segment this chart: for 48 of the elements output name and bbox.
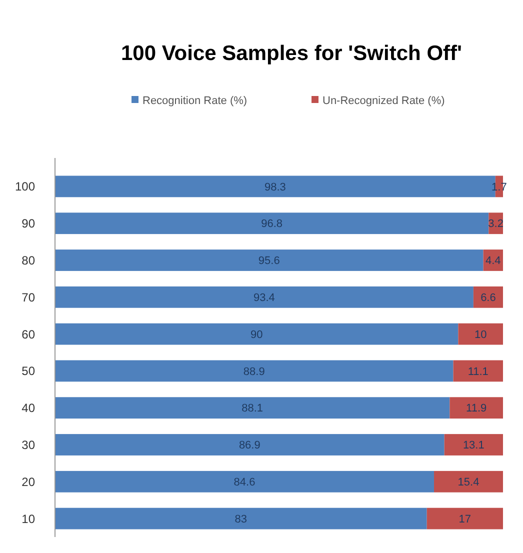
bar bbox=[55, 434, 444, 456]
bar bbox=[458, 323, 503, 345]
data-label: 3.2 bbox=[488, 218, 504, 230]
data-label: 15.4 bbox=[458, 476, 480, 488]
y-tick-label: 10 bbox=[22, 512, 36, 526]
data-label: 88.1 bbox=[242, 402, 264, 415]
data-label: 11.9 bbox=[466, 402, 487, 415]
bar bbox=[55, 323, 458, 345]
data-label: 83 bbox=[234, 513, 248, 526]
data-label: 10 bbox=[474, 328, 487, 341]
data-label: 96.8 bbox=[261, 218, 283, 230]
y-tick-label: 80 bbox=[22, 253, 36, 268]
bar bbox=[444, 434, 503, 456]
legend-label: Un-Recognized Rate (%) bbox=[322, 95, 445, 107]
bar bbox=[55, 470, 434, 492]
data-label: 86.9 bbox=[238, 440, 260, 452]
legend-label: Recognition Rate (%) bbox=[142, 95, 248, 107]
data-label: 90 bbox=[250, 328, 263, 341]
bar bbox=[55, 508, 427, 530]
y-tick-label: 40 bbox=[22, 401, 36, 416]
y-tick-label: 50 bbox=[22, 364, 36, 378]
bar bbox=[55, 212, 489, 234]
bar bbox=[426, 508, 503, 530]
data-label: 13.1 bbox=[462, 440, 484, 452]
bar bbox=[55, 250, 484, 271]
bar bbox=[453, 360, 503, 382]
data-label: 95.6 bbox=[258, 255, 280, 268]
y-tick-label: 100 bbox=[14, 180, 36, 194]
bar bbox=[434, 470, 503, 492]
bar bbox=[450, 397, 503, 419]
y-tick-label: 30 bbox=[22, 438, 36, 452]
data-label: 93.4 bbox=[254, 292, 275, 304]
y-tick-label: 60 bbox=[22, 327, 36, 342]
bar bbox=[55, 360, 454, 382]
chart-title: 100 Voice Samples for 'Switch Off' bbox=[120, 42, 462, 65]
data-label: 6.6 bbox=[480, 292, 496, 304]
data-label: 17 bbox=[458, 513, 472, 526]
data-label: 84.6 bbox=[234, 476, 256, 488]
data-label: 4.4 bbox=[485, 255, 501, 268]
y-tick-label: 20 bbox=[22, 474, 36, 489]
bar bbox=[473, 286, 503, 308]
data-label: 11.1 bbox=[468, 366, 488, 378]
y-tick-label: 90 bbox=[22, 216, 36, 231]
y-tick-label: 70 bbox=[22, 290, 36, 304]
bar bbox=[55, 397, 450, 419]
data-label: 88.9 bbox=[243, 366, 265, 378]
bar bbox=[55, 286, 474, 308]
data-label: 98.3 bbox=[264, 181, 286, 194]
